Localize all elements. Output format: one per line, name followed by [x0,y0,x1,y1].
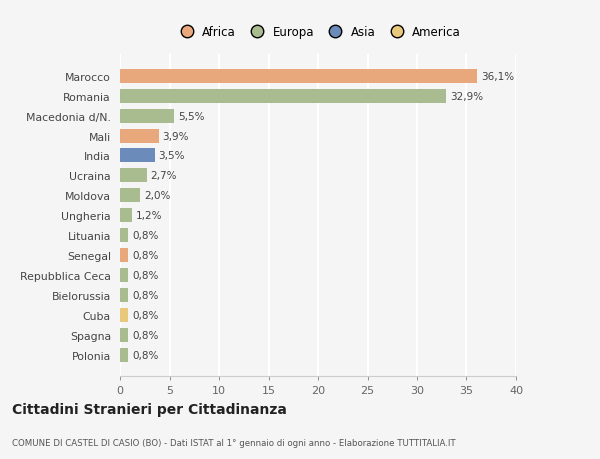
Bar [120,129,158,143]
Text: 0,8%: 0,8% [132,230,158,241]
Bar [120,328,128,342]
Bar [120,109,175,123]
Legend: Africa, Europa, Asia, America: Africa, Europa, Asia, America [172,22,464,42]
Text: 2,0%: 2,0% [144,191,170,201]
Bar [120,308,128,322]
Text: 0,8%: 0,8% [132,251,158,260]
Bar [120,288,128,302]
Bar [120,90,446,103]
Bar [120,229,128,242]
Bar [120,189,140,203]
Text: 0,8%: 0,8% [132,270,158,280]
Text: 1,2%: 1,2% [136,211,163,221]
Text: 0,8%: 0,8% [132,310,158,320]
Bar [120,70,478,84]
Bar [120,269,128,282]
Text: Cittadini Stranieri per Cittadinanza: Cittadini Stranieri per Cittadinanza [12,402,287,416]
Text: 3,5%: 3,5% [158,151,185,161]
Text: COMUNE DI CASTEL DI CASIO (BO) - Dati ISTAT al 1° gennaio di ogni anno - Elabora: COMUNE DI CASTEL DI CASIO (BO) - Dati IS… [12,438,455,447]
Bar [120,348,128,362]
Text: 2,7%: 2,7% [151,171,177,181]
Text: 0,8%: 0,8% [132,330,158,340]
Text: 3,9%: 3,9% [163,131,189,141]
Text: 0,8%: 0,8% [132,350,158,360]
Bar [120,209,132,223]
Bar [120,149,155,163]
Text: 36,1%: 36,1% [481,72,514,82]
Text: 0,8%: 0,8% [132,290,158,300]
Bar [120,248,128,263]
Text: 32,9%: 32,9% [449,91,483,101]
Text: 5,5%: 5,5% [178,112,205,121]
Bar [120,169,147,183]
